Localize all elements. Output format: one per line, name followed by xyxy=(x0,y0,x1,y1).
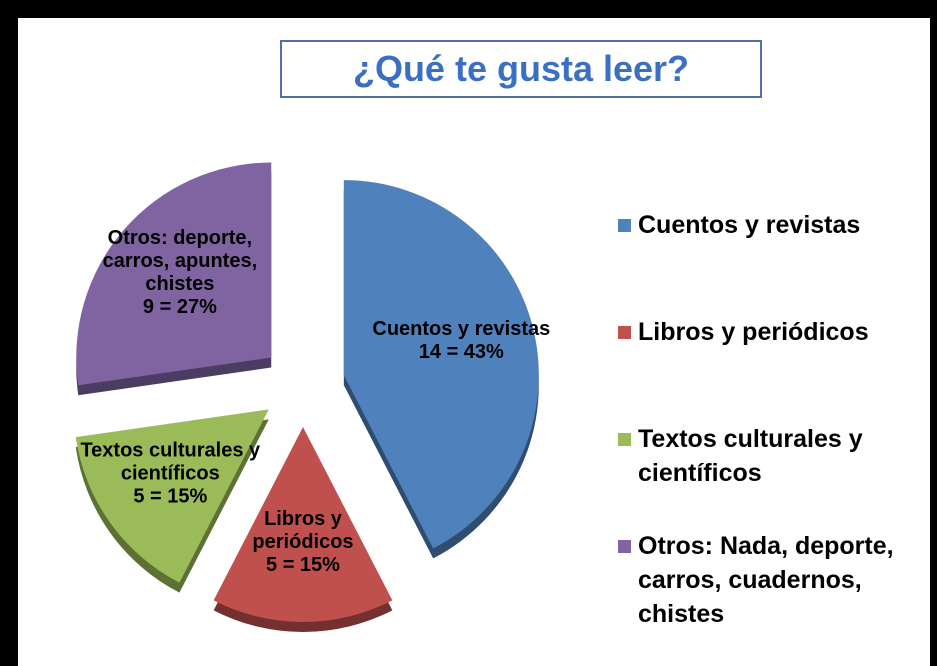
legend-item: Otros: Nada, deporte, carros, cuadernos,… xyxy=(618,529,937,636)
slice xyxy=(76,162,272,386)
chart-title: ¿Qué te gusta leer? xyxy=(280,40,762,98)
slice-label-name: Libros y xyxy=(264,508,343,530)
pie: Cuentos y revistas 14 = 43% Libros y periód… xyxy=(75,162,550,632)
slice-value-label: 5 = 15% xyxy=(266,554,340,576)
slice-label-name: científicos xyxy=(121,462,220,484)
slice-label-name: periódicos xyxy=(252,531,353,553)
slice-label-name: chistes xyxy=(145,273,214,295)
legend-label: Textos culturales y científicos xyxy=(638,425,863,487)
slice-label: Otros: deporte, carros, apuntes, chistes 9 … xyxy=(103,227,258,318)
legend-label: Libros y periódicos xyxy=(638,318,869,346)
slice xyxy=(213,427,393,623)
legend-swatch xyxy=(618,219,631,232)
slice-label: Libros y periódicos 5 = 15% xyxy=(252,508,353,576)
legend-label: Cuentos y revistas xyxy=(638,211,861,239)
slice-label: Cuentos y revistas 14 = 43% xyxy=(372,318,550,363)
slice-label: Textos culturales y científicos 5 = 15% xyxy=(80,439,261,507)
chart-area: ¿Qué te gusta leer? Cuentos y revistas 14… xyxy=(18,18,930,666)
slice-value-label: 9 = 27% xyxy=(143,296,217,318)
slice-value-label: 14 = 43% xyxy=(419,341,504,363)
slice xyxy=(75,409,269,583)
legend-swatch xyxy=(618,433,631,446)
slice-value-label: 5 = 15% xyxy=(133,485,207,507)
slice-label-name: Textos culturales y xyxy=(80,439,261,461)
legend-swatch xyxy=(618,540,631,553)
legend-item: Libros y periódicos xyxy=(618,315,937,422)
legend-label: Otros: Nada, deporte, carros, cuadernos,… xyxy=(638,532,894,628)
legend-item: Textos culturales y científicos xyxy=(618,422,937,529)
slice-label-name: Cuentos y revistas xyxy=(372,318,550,340)
slice xyxy=(343,180,539,549)
legend: Cuentos y revistas Libros y periódicos Tex… xyxy=(618,208,937,636)
slice-label-name: carros, apuntes, xyxy=(103,250,258,272)
legend-item: Cuentos y revistas xyxy=(618,208,937,315)
legend-swatch xyxy=(618,326,631,339)
slice-label-name: Otros: deporte, xyxy=(108,227,252,249)
